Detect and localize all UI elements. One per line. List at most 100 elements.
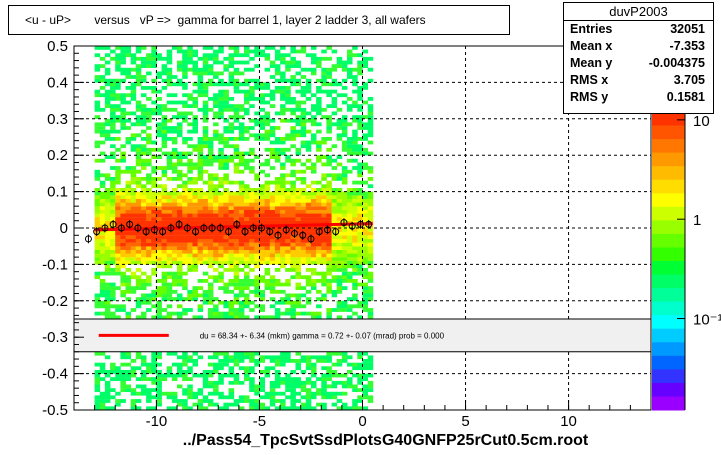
heatmap-cell: [115, 104, 121, 108]
heatmap-cell: [182, 198, 188, 203]
heatmap-cell: [115, 304, 121, 309]
heatmap-cell: [146, 246, 152, 250]
heatmap-cell: [161, 56, 168, 61]
heatmap-cell: [259, 315, 265, 320]
heatmap-cell: [120, 235, 126, 240]
heatmap-cell: [274, 184, 281, 189]
heatmap-cell: [254, 46, 260, 50]
heatmap-cell: [197, 235, 204, 240]
heatmap-cell: [233, 191, 240, 196]
heatmap-cell: [357, 60, 363, 65]
heatmap-cell: [207, 198, 214, 203]
heatmap-cell: [115, 198, 121, 203]
heatmap-cell: [135, 297, 142, 301]
heatmap-cell: [362, 308, 368, 312]
heatmap-cell: [99, 209, 106, 214]
heatmap-cell: [135, 64, 142, 68]
heatmap-cell: [104, 82, 111, 87]
heatmap-cell: [130, 231, 137, 236]
heatmap-cell: [357, 209, 363, 214]
heatmap-cell: [213, 304, 219, 309]
heatmap-cell: [94, 104, 101, 108]
heatmap-cell: [110, 388, 116, 392]
heatmap-cell: [274, 53, 281, 58]
heatmap-cell: [99, 282, 106, 287]
heatmap-cell: [264, 271, 271, 276]
heatmap-cell: [264, 86, 271, 90]
heatmap-cell: [326, 351, 332, 356]
heatmap-cell: [223, 257, 229, 261]
heatmap-cell: [336, 235, 343, 240]
heatmap-cell: [156, 257, 162, 261]
heatmap-cell: [223, 173, 229, 178]
heatmap-cell: [166, 366, 173, 371]
heatmap-cell: [362, 166, 368, 170]
heatmap-cell: [285, 155, 291, 159]
heatmap-cell: [141, 195, 147, 199]
heatmap-cell: [207, 238, 214, 243]
heatmap-cell: [197, 217, 204, 221]
heatmap-cell: [156, 195, 162, 199]
heatmap-cell: [161, 293, 168, 298]
heatmap-cell: [316, 56, 322, 61]
heatmap-cell: [326, 249, 332, 254]
heatmap-cell: [249, 268, 255, 272]
heatmap-cell: [311, 362, 317, 367]
heatmap-cell: [228, 191, 235, 196]
heatmap-cell: [295, 115, 301, 119]
heatmap-cell: [274, 377, 281, 381]
heatmap-cell: [259, 380, 265, 385]
heatmap-cell: [141, 206, 147, 210]
heatmap-cell: [151, 315, 157, 320]
heatmap-cell: [269, 89, 276, 94]
heatmap-cell: [311, 279, 317, 283]
heatmap-cell: [331, 228, 338, 232]
heatmap-cell: [223, 238, 229, 243]
heatmap-cell: [274, 253, 281, 258]
heatmap-cell: [182, 56, 188, 61]
heatmap-cell: [352, 388, 358, 392]
heatmap-cell: [316, 260, 322, 265]
heatmap-cell: [357, 406, 363, 411]
heatmap-cell: [171, 217, 178, 221]
heatmap-cell: [357, 268, 363, 272]
heatmap-cell: [213, 242, 219, 247]
heatmap-cell: [202, 53, 209, 58]
heatmap-cell: [197, 169, 204, 174]
heatmap-cell: [264, 137, 271, 141]
heatmap-cell: [135, 366, 142, 371]
heatmap-cell: [341, 126, 348, 130]
heatmap-cell: [223, 180, 229, 185]
heatmap-cell: [115, 391, 121, 396]
heatmap-cell: [135, 406, 142, 411]
heatmap-cell: [213, 75, 219, 79]
heatmap-cell: [161, 169, 168, 174]
stats-row-rms-y: RMS y 0.1581: [564, 89, 713, 106]
heatmap-cell: [305, 209, 312, 214]
heatmap-cell: [233, 166, 240, 170]
heatmap-cell: [244, 82, 250, 87]
heatmap-cell: [182, 86, 188, 90]
heatmap-cell: [187, 46, 193, 50]
heatmap-cell: [187, 355, 193, 360]
heatmap-cell: [367, 264, 374, 269]
heatmap-cell: [233, 180, 240, 185]
heatmap-cell: [244, 67, 250, 72]
heatmap-cell: [264, 238, 271, 243]
heatmap-cell: [300, 89, 307, 94]
heatmap-cell: [161, 253, 168, 258]
heatmap-cell: [171, 373, 178, 378]
heatmap-cell: [94, 195, 101, 199]
heatmap-cell: [161, 86, 168, 90]
heatmap-cell: [238, 206, 245, 210]
heatmap-cell: [213, 82, 219, 87]
heatmap-cell: [290, 359, 296, 363]
heatmap-cell: [135, 304, 142, 309]
heatmap-cell: [280, 238, 286, 243]
heatmap-cell: [115, 257, 121, 261]
heatmap-cell: [213, 228, 219, 232]
heatmap-cell: [341, 100, 348, 105]
heatmap-cell: [362, 304, 368, 309]
heatmap-cell: [254, 351, 260, 356]
heatmap-cell: [280, 177, 286, 181]
